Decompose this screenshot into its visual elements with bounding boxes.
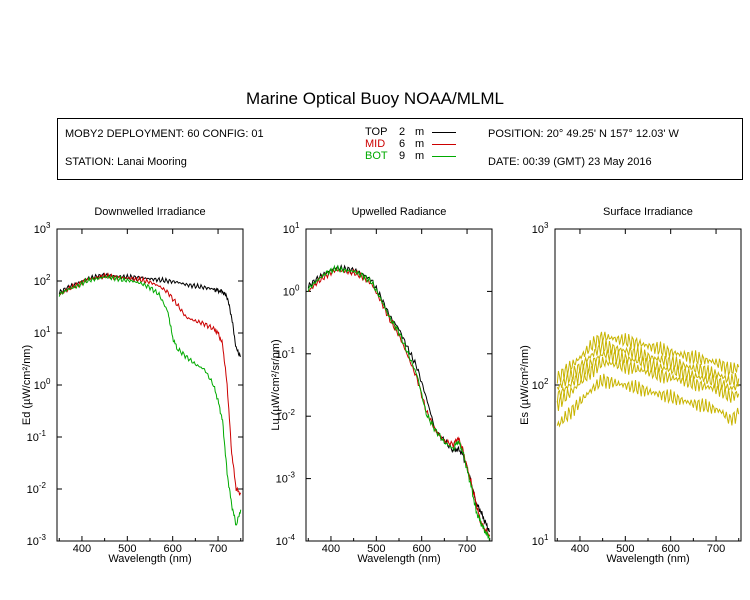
- chart-2: Surface Irradiance 400 500 600 700 101 102 103 W…: [519, 206, 742, 565]
- legend-bot-name: BOT: [365, 150, 388, 162]
- series-group: [58, 272, 242, 526]
- x-tick-label: 600: [413, 543, 431, 555]
- position-text: POSITION: 20° 49.25' N 157° 12.03' W: [488, 128, 679, 140]
- y-tick-label: 10-2: [27, 481, 47, 496]
- x-tick-label: 700: [458, 543, 476, 555]
- y-tick-label: 10-1: [27, 429, 47, 444]
- y-tick-label: 101: [283, 221, 300, 236]
- y-tick-label: 100: [283, 283, 300, 298]
- series-line-bot: [58, 274, 242, 526]
- x-tick-label: 400: [73, 543, 91, 555]
- y-tick-label: 103: [34, 221, 51, 236]
- legend-bot-line: [432, 156, 456, 157]
- y-tick-label: 102: [532, 377, 549, 392]
- y-tick-label: 10-3: [276, 471, 296, 486]
- y-tick-label: 10-2: [276, 408, 296, 423]
- chart-title: Surface Irradiance: [603, 206, 693, 218]
- x-axis-label: Wavelength (nm): [108, 553, 191, 565]
- legend-top-line: [432, 132, 456, 133]
- series-line-mid: [308, 267, 491, 538]
- series-group: [556, 331, 740, 428]
- x-tick-label: 400: [571, 543, 589, 555]
- plot-frame: [56, 228, 244, 542]
- y-tick-label: 10-1: [276, 346, 296, 361]
- series-line-3: [556, 356, 740, 411]
- x-tick-label: 500: [616, 543, 634, 555]
- y-tick-label: 102: [34, 273, 51, 288]
- series-group: [307, 264, 491, 541]
- chart-0: Downwelled Irradiance 400 500 600 700 10-3 10-…: [21, 206, 244, 565]
- x-tick-label: 700: [209, 543, 227, 555]
- series-line-4: [556, 373, 740, 428]
- y-tick-label: 10-3: [27, 533, 47, 548]
- x-tick-label: 600: [662, 543, 680, 555]
- x-axis-label: Wavelength (nm): [357, 553, 440, 565]
- series-line-top: [307, 264, 491, 533]
- series-line-mid: [59, 272, 242, 496]
- y-axis-label: Es (µW/cm²/nm): [519, 345, 531, 425]
- legend-mid-name: MID: [365, 138, 386, 150]
- deployment-text: MOBY2 DEPLOYMENT: 60 CONFIG: 01: [65, 128, 264, 140]
- series-line-bot: [307, 264, 491, 541]
- legend-mid-depth: 6: [399, 138, 406, 150]
- y-tick-label: 10-4: [276, 533, 296, 548]
- y-axis-label: Ed (µW/cm²/nm): [21, 345, 33, 425]
- y-tick-label: 101: [34, 325, 51, 340]
- info-box: MOBY2 DEPLOYMENT: 60 CONFIG: 01 STATION:…: [57, 118, 743, 180]
- y-tick-label: 103: [532, 221, 549, 236]
- y-axis-label: Lu (µW/cm²/sr/nm): [270, 339, 282, 430]
- x-axis-label: Wavelength (nm): [606, 553, 689, 565]
- legend-bot-depth: 9: [399, 150, 406, 162]
- x-tick-label: 600: [164, 543, 182, 555]
- legend-top-unit: m: [415, 126, 425, 138]
- legend-mid-line: [432, 144, 456, 145]
- legend-bot-unit: m: [415, 150, 425, 162]
- legend-mid-unit: m: [415, 138, 425, 150]
- x-tick-label: 500: [118, 543, 136, 555]
- series-line-1: [556, 338, 740, 391]
- x-tick-label: 400: [322, 543, 340, 555]
- plot-frame: [554, 228, 742, 542]
- chart-1: Upwelled Radiance 400 500 600 700 10-4 10-3 10-…: [270, 206, 493, 565]
- plot-frame: [305, 228, 493, 542]
- chart-main-title: Marine Optical Buoy NOAA/MLML: [246, 89, 504, 108]
- series-line-0: [556, 331, 740, 384]
- y-tick-label: 101: [532, 533, 549, 548]
- y-tick-label: 100: [34, 377, 51, 392]
- x-tick-label: 500: [367, 543, 385, 555]
- legend-top-name: TOP: [365, 126, 388, 138]
- series-line-top: [58, 272, 242, 358]
- x-tick-label: 700: [707, 543, 725, 555]
- date-text: DATE: 00:39 (GMT) 23 May 2016: [488, 156, 652, 168]
- chart-title: Upwelled Radiance: [352, 206, 447, 218]
- station-text: STATION: Lanai Mooring: [65, 156, 187, 168]
- legend-top-depth: 2: [399, 126, 406, 138]
- chart-title: Downwelled Irradiance: [94, 206, 205, 218]
